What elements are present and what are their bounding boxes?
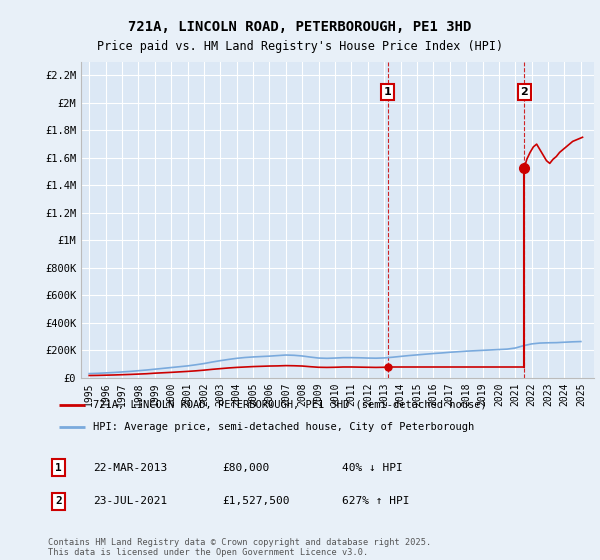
Text: 721A, LINCOLN ROAD, PETERBOROUGH, PE1 3HD: 721A, LINCOLN ROAD, PETERBOROUGH, PE1 3H… [128,20,472,34]
Text: 1: 1 [384,87,392,97]
Text: 627% ↑ HPI: 627% ↑ HPI [342,496,409,506]
Text: 2: 2 [55,496,62,506]
Text: 1: 1 [55,463,62,473]
Text: Price paid vs. HM Land Registry's House Price Index (HPI): Price paid vs. HM Land Registry's House … [97,40,503,53]
Text: 2: 2 [520,87,528,97]
Text: 23-JUL-2021: 23-JUL-2021 [93,496,167,506]
Text: £1,527,500: £1,527,500 [222,496,290,506]
Text: 22-MAR-2013: 22-MAR-2013 [93,463,167,473]
Text: Contains HM Land Registry data © Crown copyright and database right 2025.
This d: Contains HM Land Registry data © Crown c… [48,538,431,557]
Text: HPI: Average price, semi-detached house, City of Peterborough: HPI: Average price, semi-detached house,… [93,422,474,432]
Text: 40% ↓ HPI: 40% ↓ HPI [342,463,403,473]
Text: £80,000: £80,000 [222,463,269,473]
Text: 721A, LINCOLN ROAD, PETERBOROUGH, PE1 3HD (semi-detached house): 721A, LINCOLN ROAD, PETERBOROUGH, PE1 3H… [93,400,487,410]
